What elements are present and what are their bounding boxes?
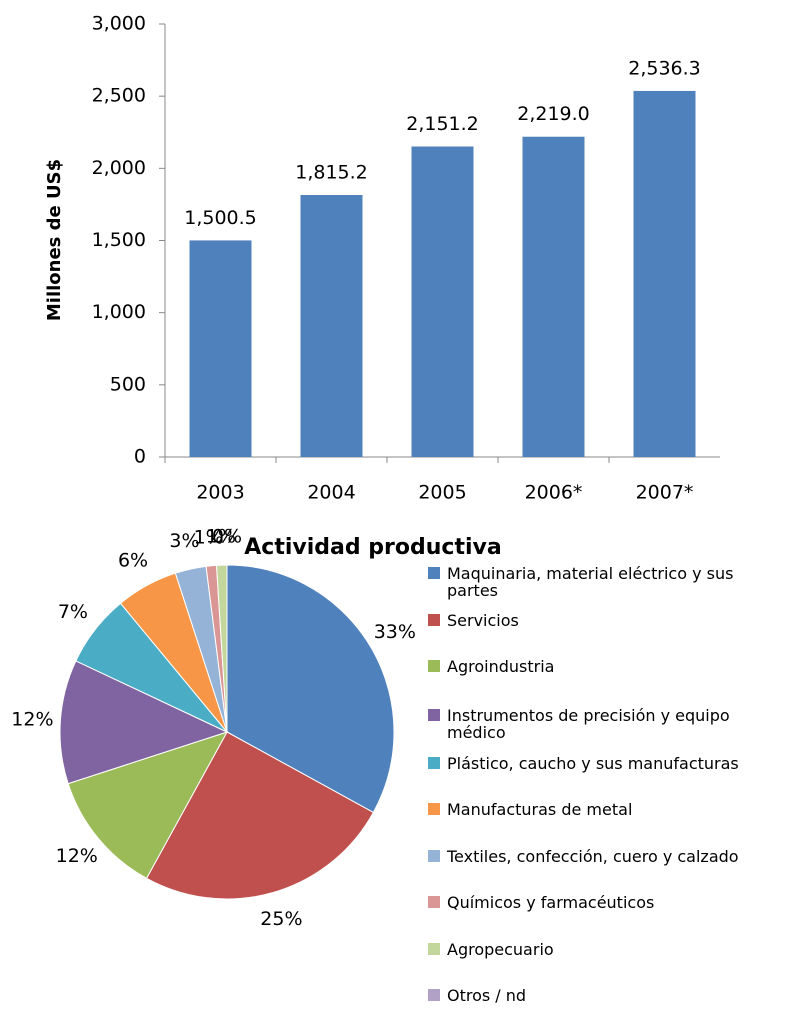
slice-label: 1% (194, 526, 224, 548)
slice-label: 12% (11, 708, 53, 730)
legend-entry: Agropecuario (428, 941, 783, 958)
legend-entry: Servicios (428, 612, 783, 629)
legend-swatch (428, 943, 440, 955)
legend-label: Agropecuario (447, 940, 554, 959)
value-label: 1,500.5 (184, 207, 257, 229)
legend-label: Textiles, confección, cuero y calzado (447, 847, 739, 866)
bar (522, 136, 585, 457)
legend-swatch (428, 660, 440, 672)
bar (411, 146, 474, 457)
y-tick-label: 1,500 (92, 229, 146, 251)
legend-entry: Químicos y farmacéuticos (428, 894, 783, 911)
x-tick-label: 2006* (525, 482, 583, 504)
pie-slice (145, 731, 375, 900)
x-tick-label: 2005 (418, 482, 466, 504)
legend-entry: Plástico, caucho y sus manufacturas (428, 755, 783, 772)
bar (300, 195, 363, 457)
y-axis-label: Millones de US$ (44, 159, 65, 321)
legend-swatch (428, 803, 440, 815)
y-tick-label: 3,000 (92, 13, 146, 35)
legend-label: Agroindustria (447, 657, 555, 676)
bar (633, 90, 696, 457)
slice-label: 3% (169, 530, 199, 552)
legend-swatch (428, 757, 440, 769)
pie-slice (59, 660, 229, 785)
legend-label: Plástico, caucho y sus manufacturas (447, 754, 739, 773)
legend-swatch (428, 709, 440, 721)
pie-title: Actividad productiva (244, 535, 501, 560)
slice-label: 25% (260, 908, 302, 930)
x-tick-label: 2007* (636, 482, 694, 504)
slice-label: 6% (118, 550, 148, 572)
legend-entry: Manufacturas de metal (428, 801, 783, 818)
x-tick-label: 2004 (307, 482, 355, 504)
slice-label: 0% (212, 526, 242, 548)
slice-label: 12% (56, 845, 98, 867)
pie-slice (67, 731, 229, 880)
x-tick-label: 2003 (196, 482, 244, 504)
legend-label: Manufacturas de metal (447, 800, 633, 819)
value-label: 2,151.2 (406, 113, 479, 135)
legend-swatch (428, 614, 440, 626)
legend-swatch (428, 989, 440, 1001)
value-label: 1,815.2 (295, 162, 368, 184)
legend-swatch (428, 850, 440, 862)
legend-label: Instrumentos de precisión y equipo médic… (447, 706, 730, 742)
legend-entry: Maquinaria, material eléctrico y sus par… (428, 565, 783, 599)
legend-entry: Agroindustria (428, 658, 783, 675)
legend-entry: Textiles, confección, cuero y calzado (428, 848, 783, 865)
y-tick-label: 2,000 (92, 157, 146, 179)
value-label: 2,536.3 (628, 57, 701, 79)
legend-swatch (428, 896, 440, 908)
slice-label: 1% (206, 526, 236, 548)
y-tick-label: 500 (110, 373, 146, 395)
y-tick-label: 0 (134, 446, 146, 468)
pie-slice (226, 564, 395, 814)
value-label: 2,219.0 (517, 103, 590, 125)
legend-label: Maquinaria, material eléctrico y sus par… (447, 564, 734, 600)
legend-label: Químicos y farmacéuticos (447, 893, 655, 912)
slice-label: 7% (58, 601, 88, 623)
legend-entry: Instrumentos de precisión y equipo médic… (428, 707, 783, 741)
legend-swatch (428, 567, 440, 579)
legend-label: Otros / nd (447, 986, 527, 1005)
legend-label: Servicios (447, 611, 519, 630)
slice-label: 33% (374, 621, 416, 643)
legend-entry: Otros / nd (428, 987, 783, 1004)
y-tick-label: 2,500 (92, 85, 146, 107)
y-tick-label: 1,000 (92, 301, 146, 323)
bar (189, 240, 252, 457)
